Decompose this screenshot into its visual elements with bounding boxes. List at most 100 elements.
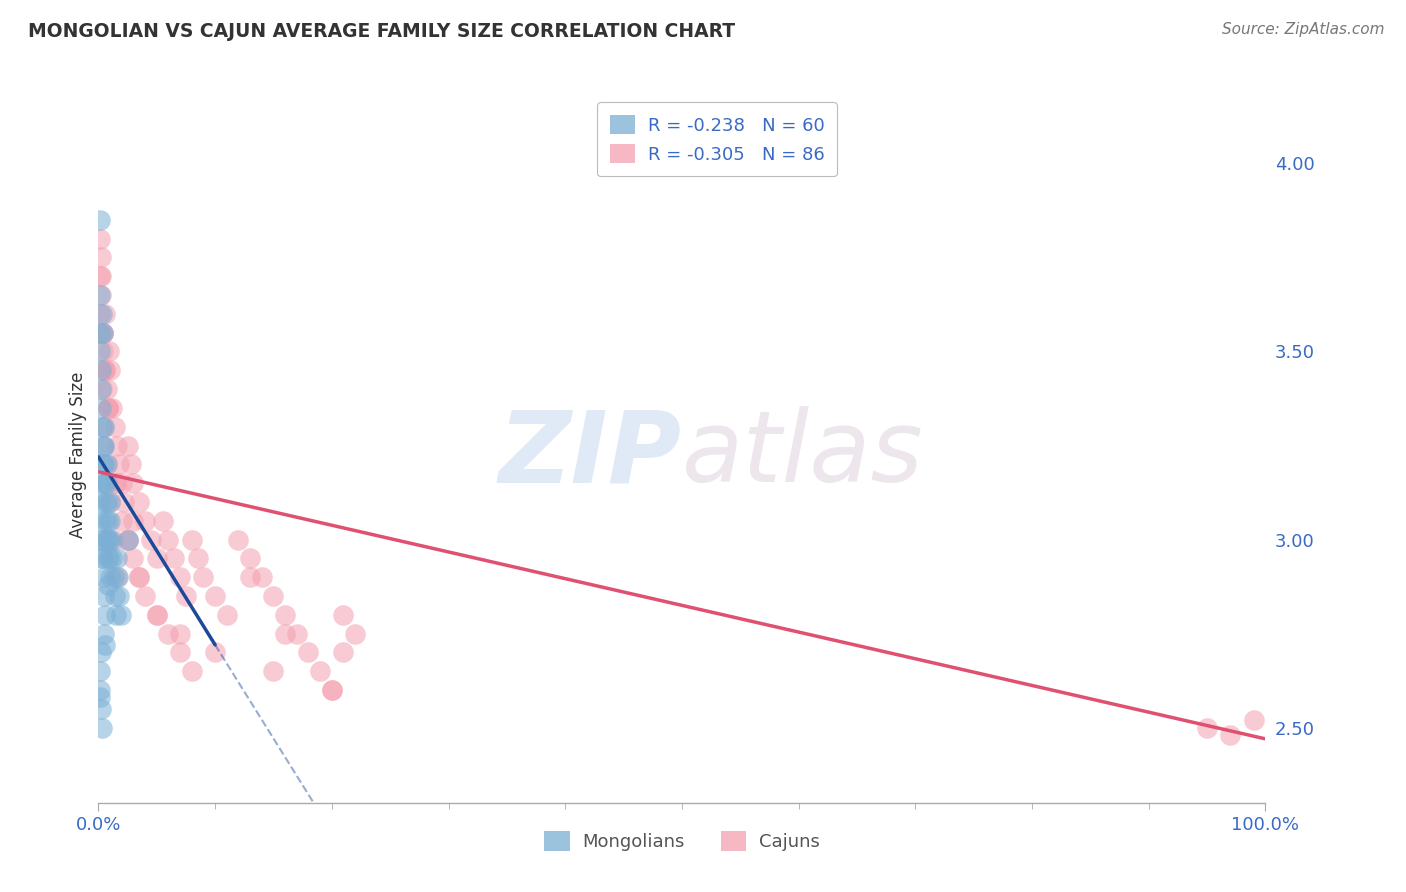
Point — [204, 645, 226, 659]
Point — [91, 344, 114, 359]
Point — [122, 514, 145, 528]
Point — [90, 363, 112, 377]
Point — [104, 607, 127, 622]
Point — [112, 495, 135, 509]
Point — [134, 514, 156, 528]
Point — [93, 438, 115, 452]
Point — [91, 326, 114, 340]
Point — [97, 514, 120, 528]
Point — [91, 533, 114, 547]
Point — [93, 419, 115, 434]
Point — [90, 307, 112, 321]
Point — [117, 533, 139, 547]
Point — [128, 495, 150, 509]
Point — [97, 344, 120, 359]
Point — [262, 589, 284, 603]
Point — [187, 551, 209, 566]
Point — [94, 533, 117, 547]
Point — [94, 307, 117, 321]
Text: ZIP: ZIP — [499, 407, 682, 503]
Point — [163, 551, 186, 566]
Point — [91, 326, 114, 340]
Point — [321, 683, 343, 698]
Point — [98, 570, 121, 584]
Point — [1219, 728, 1241, 742]
Point — [98, 495, 121, 509]
Point — [105, 570, 128, 584]
Point — [90, 702, 112, 716]
Point — [103, 533, 125, 547]
Point — [120, 458, 142, 472]
Point — [89, 288, 111, 302]
Point — [204, 589, 226, 603]
Point — [93, 476, 115, 491]
Point — [117, 533, 139, 547]
Point — [94, 514, 117, 528]
Point — [94, 495, 117, 509]
Point — [107, 570, 129, 584]
Point — [91, 438, 114, 452]
Point — [101, 401, 124, 415]
Point — [274, 626, 297, 640]
Point — [228, 533, 250, 547]
Point — [128, 570, 150, 584]
Point — [96, 458, 118, 472]
Text: atlas: atlas — [682, 407, 924, 503]
Legend: Mongolians, Cajuns: Mongolians, Cajuns — [531, 818, 832, 863]
Point — [309, 664, 332, 678]
Point — [90, 288, 112, 302]
Point — [1197, 721, 1219, 735]
Point — [157, 533, 180, 547]
Point — [169, 626, 191, 640]
Point — [89, 344, 111, 359]
Point — [146, 607, 169, 622]
Point — [1243, 713, 1265, 727]
Point — [97, 577, 120, 591]
Point — [93, 419, 115, 434]
Point — [128, 570, 150, 584]
Point — [89, 232, 111, 246]
Point — [90, 401, 112, 415]
Point — [90, 269, 112, 284]
Point — [93, 626, 115, 640]
Point — [110, 607, 132, 622]
Point — [297, 645, 319, 659]
Point — [97, 401, 120, 415]
Point — [90, 419, 112, 434]
Point — [93, 589, 115, 603]
Point — [93, 458, 115, 472]
Point — [90, 514, 112, 528]
Point — [89, 476, 111, 491]
Point — [103, 570, 125, 584]
Point — [180, 664, 202, 678]
Point — [97, 551, 120, 566]
Point — [174, 589, 197, 603]
Point — [96, 382, 118, 396]
Point — [97, 551, 120, 566]
Point — [332, 645, 354, 659]
Point — [134, 589, 156, 603]
Point — [117, 533, 139, 547]
Point — [97, 533, 120, 547]
Point — [332, 607, 354, 622]
Point — [169, 645, 191, 659]
Point — [111, 514, 134, 528]
Point — [93, 570, 115, 584]
Point — [97, 401, 120, 415]
Point — [91, 551, 114, 566]
Point — [105, 438, 128, 452]
Point — [239, 551, 262, 566]
Point — [90, 645, 112, 659]
Point — [100, 533, 122, 547]
Point — [105, 551, 128, 566]
Point — [152, 514, 174, 528]
Point — [96, 495, 118, 509]
Point — [321, 683, 343, 698]
Point — [90, 551, 112, 566]
Point — [89, 690, 111, 705]
Point — [93, 363, 115, 377]
Point — [89, 307, 111, 321]
Point — [89, 495, 111, 509]
Point — [180, 533, 202, 547]
Point — [94, 638, 117, 652]
